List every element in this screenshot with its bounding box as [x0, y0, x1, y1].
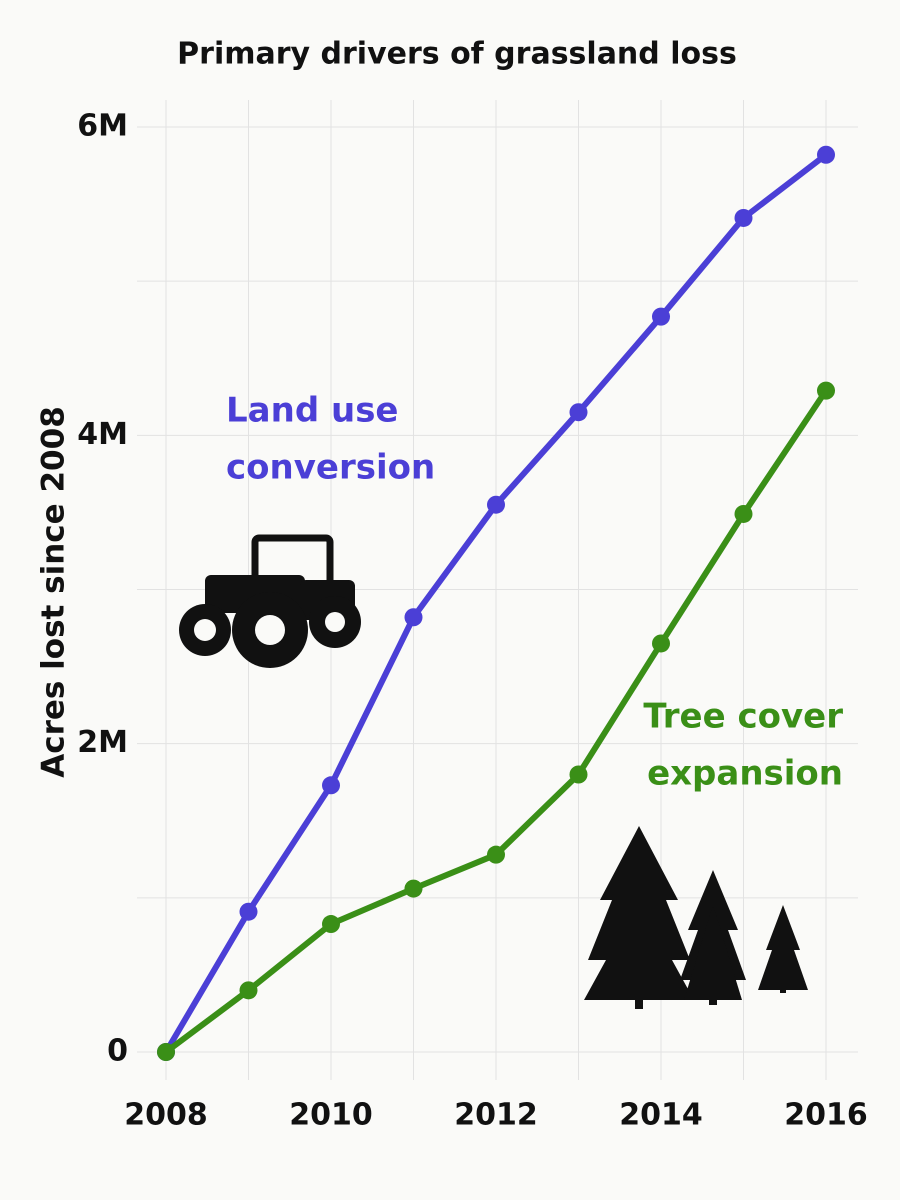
- data-point: [404, 879, 423, 898]
- data-point: [322, 915, 340, 934]
- x-tick-label: 2008: [124, 1098, 208, 1133]
- series-annotation: conversion: [226, 448, 435, 488]
- data-point: [239, 902, 258, 921]
- series-annotation: Tree cover: [643, 697, 843, 737]
- data-point: [817, 381, 835, 400]
- x-tick-label: 2014: [619, 1098, 703, 1133]
- plot: [157, 145, 835, 1061]
- data-point: [817, 145, 835, 164]
- tractor-icon: [179, 534, 361, 668]
- trees-icon: [584, 826, 808, 1009]
- y-tick-label: 6M: [77, 109, 128, 144]
- data-point: [239, 981, 258, 1000]
- data-point: [157, 1043, 175, 1061]
- y-tick-label: 4M: [77, 417, 128, 452]
- data-point: [569, 403, 588, 422]
- series-annotation: expansion: [647, 754, 843, 794]
- chart-title: Primary drivers of grassland loss: [177, 37, 737, 72]
- data-point: [652, 634, 670, 653]
- data-point: [487, 495, 505, 514]
- y-axis-label: Acres lost since 2008: [36, 406, 72, 778]
- y-tick-label: 0: [107, 1034, 128, 1069]
- x-tick-label: 2012: [454, 1098, 538, 1133]
- y-tick-label: 2M: [77, 725, 128, 760]
- data-point: [734, 208, 753, 227]
- data-point: [734, 504, 753, 523]
- x-tick-label: 2010: [289, 1098, 373, 1133]
- data-point: [487, 845, 505, 864]
- data-point: [652, 307, 670, 326]
- data-point: [404, 608, 423, 627]
- data-point: [322, 776, 340, 795]
- x-tick-label: 2016: [784, 1098, 868, 1133]
- data-point: [569, 765, 588, 784]
- series-annotation: Land use: [226, 391, 399, 431]
